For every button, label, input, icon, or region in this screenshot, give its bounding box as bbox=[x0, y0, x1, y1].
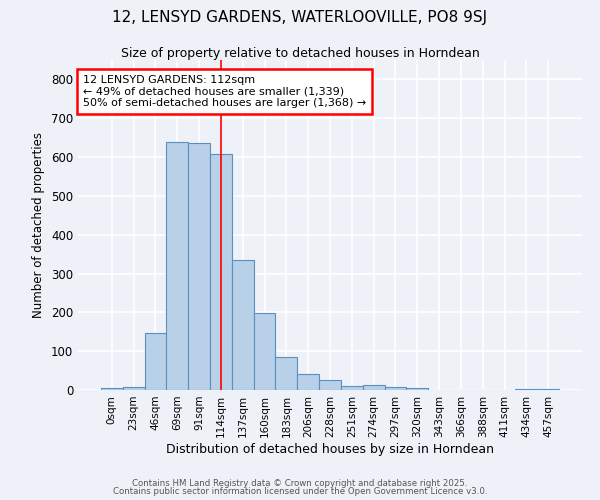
Bar bbox=[537, 389, 559, 390]
Bar bbox=[123, 387, 145, 390]
Bar bbox=[166, 142, 188, 390]
Text: Contains HM Land Registry data © Crown copyright and database right 2025.: Contains HM Land Registry data © Crown c… bbox=[132, 478, 468, 488]
Bar bbox=[188, 142, 210, 390]
Text: Size of property relative to detached houses in Horndean: Size of property relative to detached ho… bbox=[121, 48, 479, 60]
Bar bbox=[210, 154, 232, 390]
Bar bbox=[254, 313, 275, 390]
Text: Contains public sector information licensed under the Open Government Licence v3: Contains public sector information licen… bbox=[113, 487, 487, 496]
Bar bbox=[275, 357, 297, 390]
Bar bbox=[297, 374, 319, 390]
Text: 12 LENSYD GARDENS: 112sqm
← 49% of detached houses are smaller (1,339)
50% of se: 12 LENSYD GARDENS: 112sqm ← 49% of detac… bbox=[83, 75, 366, 108]
Bar bbox=[232, 260, 254, 390]
Bar bbox=[341, 386, 363, 390]
X-axis label: Distribution of detached houses by size in Horndean: Distribution of detached houses by size … bbox=[166, 442, 494, 456]
Bar bbox=[385, 387, 406, 390]
Bar bbox=[406, 388, 428, 390]
Y-axis label: Number of detached properties: Number of detached properties bbox=[32, 132, 46, 318]
Bar bbox=[319, 380, 341, 390]
Bar bbox=[363, 384, 385, 390]
Bar bbox=[101, 388, 123, 390]
Bar bbox=[145, 332, 166, 390]
Text: 12, LENSYD GARDENS, WATERLOOVILLE, PO8 9SJ: 12, LENSYD GARDENS, WATERLOOVILLE, PO8 9… bbox=[112, 10, 488, 25]
Bar bbox=[515, 389, 537, 390]
